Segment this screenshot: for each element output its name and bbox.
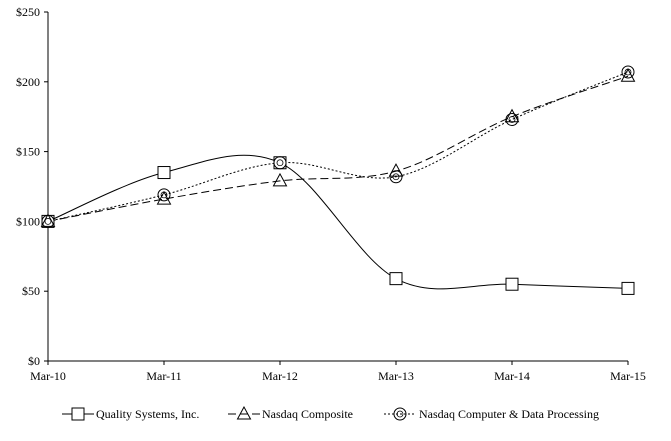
y-tick-label: $0 [28,354,40,368]
data-point-square [389,272,403,286]
y-tick-label: $150 [16,145,40,159]
data-point-triangle [504,108,520,123]
legend-label: Quality Systems, Inc. [96,407,199,421]
data-point-triangle [40,213,56,227]
legend-marker-circle-inner [396,410,404,418]
legend-label: Nasdaq Composite [262,407,353,421]
data-point-circle-outer [621,65,635,79]
x-tick-label: Mar-13 [378,369,414,383]
legend-marker-square [71,407,85,421]
data-point-circle-outer [273,156,287,170]
data-point-triangle [388,163,404,177]
y-tick-label: $50 [22,284,40,298]
data-point-square [505,277,519,291]
legend-marker-circle-outer [393,407,407,421]
series-line-triangle [47,75,629,222]
data-point-circle [41,214,55,228]
data-point-triangle [620,68,636,82]
chart-series-markers [40,65,636,295]
y-tick-label: $250 [16,5,40,19]
chart-legend: Quality Systems, Inc. Nasdaq Composite Nas… [62,405,599,421]
data-point-circle-inner [44,217,52,225]
data-point-circle-inner [160,191,168,199]
data-point-circle-outer [389,170,403,184]
data-point-square [621,281,635,295]
legend-marker-triangle [236,405,252,420]
data-point-circle-inner [276,159,284,167]
y-tick-label: $100 [16,214,40,228]
chart-axes: $0 $50 $100 $150 $200 $250 Mar-10 Mar-11 Mar-12 M… [16,5,646,383]
series-line-square [47,154,629,290]
legend-label: Nasdaq Computer & Data Processing [419,407,599,421]
data-point-circle-inner [508,116,516,123]
x-tick-label: Mar-14 [494,369,530,383]
series-line-circle [47,71,629,222]
data-point-circle [621,65,635,79]
data-point-circle-outer [157,188,171,202]
data-point-circle [273,156,287,170]
data-point-circle [389,170,403,184]
x-tick-label: Mar-10 [30,369,66,383]
legend-marker-circle [393,407,407,421]
data-point-circle-outer [41,214,55,228]
y-tick-label: $200 [16,75,40,89]
data-point-circle [505,112,519,126]
chart-series-lines [47,71,629,290]
data-point-triangle [272,172,288,187]
x-tick-label: Mar-15 [610,369,646,383]
data-point-circle-inner [624,68,632,76]
data-point-circle [157,188,171,202]
data-point-square [157,166,171,180]
x-tick-label: Mar-12 [262,369,298,383]
data-point-circle-inner [392,173,400,181]
data-point-circle-outer [505,112,519,126]
x-tick-label: Mar-11 [146,369,181,383]
data-point-triangle [156,191,172,205]
